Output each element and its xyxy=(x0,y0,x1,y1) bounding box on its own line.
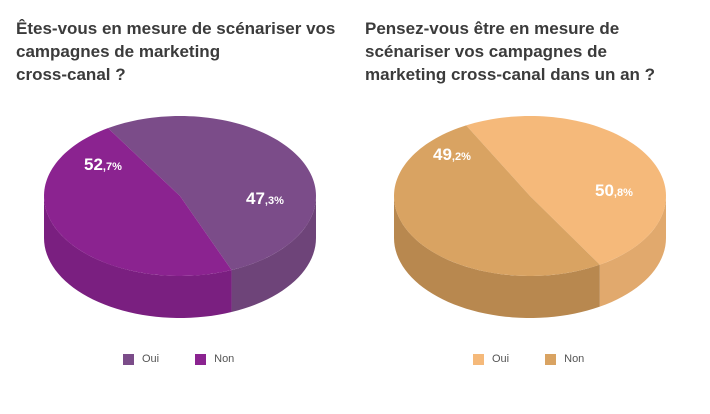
legend-current: Oui Non xyxy=(123,353,270,365)
pie-side-oui xyxy=(599,196,666,307)
legend-swatch-oui xyxy=(473,353,484,365)
chart-title-current: Êtes-vous en mesure de scénariser vos ca… xyxy=(16,19,336,84)
chart-title-next-year: Pensez-vous être en mesure de scénariser… xyxy=(365,19,656,84)
legend-item-non: Non xyxy=(545,353,584,365)
legend-swatch-oui xyxy=(123,353,134,365)
pie-label-non: 50,8% xyxy=(595,181,633,200)
pie-slice-non xyxy=(394,125,600,276)
pie-slice-oui xyxy=(466,116,666,265)
pie-label-non: 47,3% xyxy=(246,189,284,208)
legend-label-non: Non xyxy=(214,353,235,365)
legend-next-year: Oui Non xyxy=(473,353,620,365)
pie-label-oui: 49,2% xyxy=(433,145,471,164)
legend-item-oui: Oui xyxy=(473,353,509,365)
pie-side-walls xyxy=(394,196,666,318)
legend-item-oui: Oui xyxy=(123,353,159,365)
legend-label-non: Non xyxy=(564,353,585,365)
legend-swatch-non xyxy=(195,353,207,365)
pie-slice-non xyxy=(44,128,232,276)
pie-side-non xyxy=(394,196,600,318)
legend-label-oui: Oui xyxy=(492,353,510,365)
pie-label-oui: 52,7% xyxy=(84,155,122,174)
pie-side-walls xyxy=(44,196,316,318)
pie-side-oui xyxy=(231,196,316,313)
legend-item-non: Non xyxy=(195,353,234,365)
pie-side-non xyxy=(44,196,232,318)
legend-label-oui: Oui xyxy=(142,353,160,365)
pie-slice-oui xyxy=(107,116,317,271)
legend-swatch-non xyxy=(545,353,557,365)
